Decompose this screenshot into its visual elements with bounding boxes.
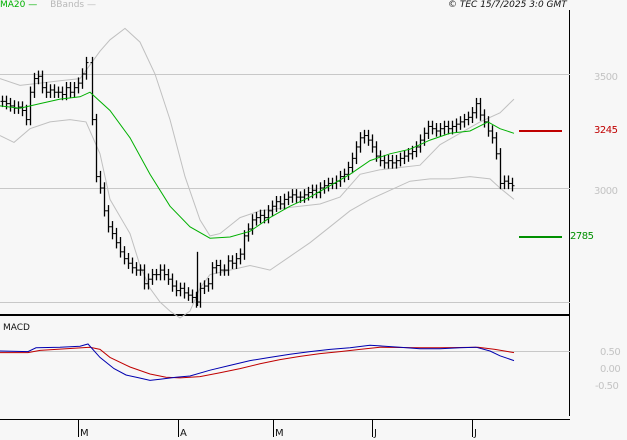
support-label: 2785 (570, 231, 594, 242)
macd-y-label-050: 0.50 (600, 347, 621, 358)
ohlc-bars (0, 56, 515, 308)
bb-upper-line (0, 27, 515, 237)
macd-signal-line (0, 346, 515, 379)
x-label: M (80, 428, 89, 439)
support-resistance-levels (519, 130, 562, 238)
legend-bbands: BBands — (50, 0, 96, 10)
bollinger-bands (0, 27, 515, 319)
x-label: A (180, 428, 187, 439)
legend-ma20: MA20 — (0, 0, 38, 10)
macd-title: MACD (3, 323, 30, 333)
x-label: M (275, 428, 284, 439)
ma20-polyline (0, 91, 515, 239)
macd-lines (0, 343, 515, 381)
macd-line (0, 343, 515, 381)
copyright-timestamp: © TEC 15/7/2025 3:0 GMT (448, 0, 567, 10)
chart-legend: MA20 — BBands — (0, 0, 96, 11)
bb-lower-line (0, 119, 515, 319)
macd-y-label-000: 0.00 (600, 364, 621, 375)
x-label: J (374, 428, 377, 439)
y-label-3000: 3000 (594, 186, 618, 197)
ma20-line (0, 91, 515, 239)
y-label-3500: 3500 (594, 72, 618, 83)
macd-y-label-neg050: -0.50 (595, 381, 619, 392)
x-axis-ticks (78, 420, 473, 437)
resistance-label: 3245 (594, 125, 618, 136)
x-label: J (474, 428, 477, 439)
